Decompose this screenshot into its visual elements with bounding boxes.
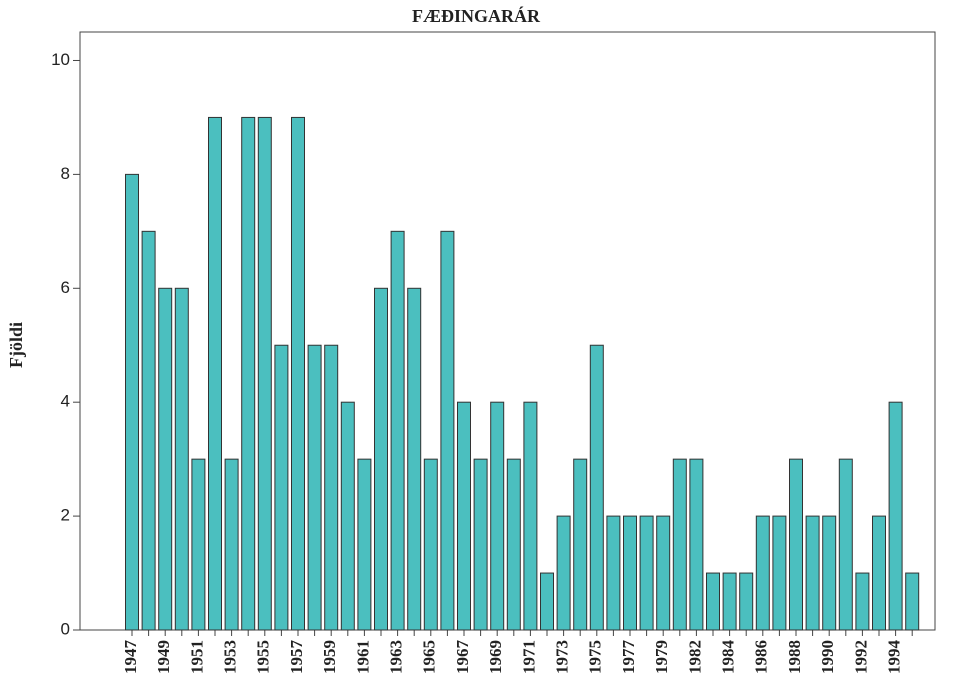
x-tick-label: 1971	[519, 640, 538, 674]
bar	[772, 515, 787, 631]
x-tick-label: 1982	[685, 640, 704, 674]
x-tick-label: 1959	[320, 640, 339, 674]
bar	[291, 116, 305, 631]
y-tick-label: 0	[61, 619, 70, 638]
bar	[739, 572, 754, 631]
x-tick-label: 1957	[287, 640, 306, 675]
bar	[573, 458, 588, 631]
bar	[125, 173, 139, 631]
x-tick-label: 1949	[154, 640, 173, 674]
bar	[407, 287, 422, 631]
x-tick-label: 1967	[453, 640, 472, 675]
bar	[158, 287, 173, 631]
bar	[374, 287, 388, 631]
bar	[540, 572, 554, 631]
bar	[324, 344, 339, 631]
bar	[241, 116, 256, 631]
x-tick-label: 1953	[221, 640, 240, 674]
bar	[872, 515, 886, 631]
bar	[639, 515, 654, 631]
x-tick-label: 1979	[652, 640, 671, 674]
bar	[689, 458, 704, 631]
bar	[390, 230, 405, 631]
bar	[589, 344, 604, 631]
bar	[440, 230, 455, 631]
x-tick-label: 1963	[387, 640, 406, 674]
x-tick-label: 1973	[553, 640, 572, 674]
bar	[905, 572, 920, 631]
bar	[855, 572, 870, 631]
bar	[672, 458, 687, 631]
y-tick-label: 10	[51, 50, 70, 69]
bar	[805, 515, 820, 631]
bar	[490, 401, 505, 631]
x-tick-label: 1951	[187, 640, 206, 674]
x-tick-label: 1955	[254, 640, 273, 674]
bar	[457, 401, 471, 631]
bar	[755, 515, 770, 631]
x-tick-label: 1992	[851, 640, 870, 674]
x-tick-label: 1988	[785, 640, 804, 674]
bar	[174, 287, 189, 631]
bar	[623, 515, 637, 631]
bar	[606, 515, 621, 631]
y-axis-label: Fjöldi	[6, 322, 26, 368]
bar	[656, 515, 671, 631]
bar	[822, 515, 837, 631]
bar	[357, 458, 372, 631]
y-tick-label: 4	[61, 392, 70, 411]
bar	[506, 458, 521, 631]
x-tick-label: 1977	[619, 640, 638, 675]
y-tick-label: 8	[61, 164, 70, 183]
bar	[257, 116, 272, 631]
bar	[523, 401, 538, 631]
y-tick-label: 6	[61, 278, 70, 297]
bar	[141, 230, 156, 631]
bar	[706, 572, 720, 631]
bar	[423, 458, 438, 631]
chart-title: FÆÐINGARÁR	[412, 5, 541, 26]
bar	[307, 344, 322, 631]
bar	[224, 458, 239, 631]
y-tick-label: 2	[61, 506, 70, 525]
x-tick-label: 1990	[818, 640, 837, 674]
x-tick-label: 1994	[885, 640, 904, 675]
x-tick-label: 1965	[420, 640, 439, 674]
bar	[888, 401, 903, 631]
x-tick-label: 1986	[752, 640, 771, 674]
bar	[838, 458, 853, 631]
bar	[340, 401, 355, 631]
x-tick-label: 1961	[353, 640, 372, 674]
bar	[191, 458, 206, 631]
bar	[208, 116, 222, 631]
bar	[473, 458, 488, 631]
bar	[789, 458, 803, 631]
x-tick-label: 1975	[586, 640, 605, 674]
x-tick-label: 1984	[719, 640, 738, 675]
bar	[274, 344, 289, 631]
x-tick-label: 1947	[121, 640, 140, 675]
x-tick-label: 1969	[486, 640, 505, 674]
bar	[722, 572, 737, 631]
bar	[556, 515, 571, 631]
